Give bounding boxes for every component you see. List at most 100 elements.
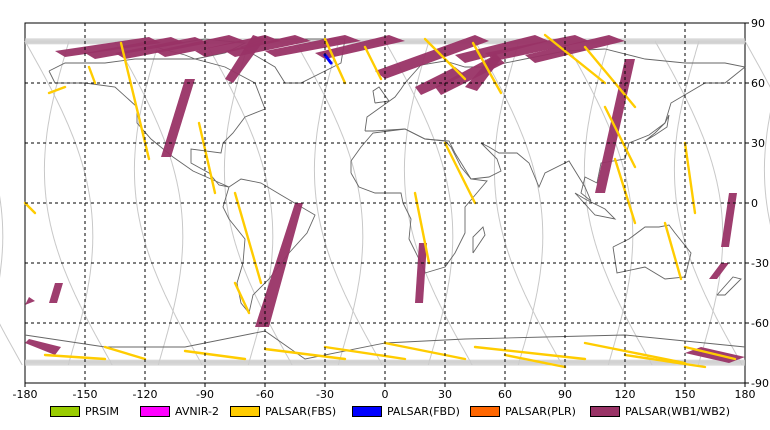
legend-swatch <box>230 405 260 417</box>
orbit-track <box>583 40 653 366</box>
orbit-track <box>313 40 383 366</box>
x-tick-label: 60 <box>498 388 512 400</box>
wb-swath <box>415 243 427 303</box>
wb-swath <box>161 79 195 157</box>
legend: PRSIM AVNIR-2 PALSAR(FBS) PALSAR(FBD) PA… <box>0 400 770 422</box>
coastline <box>372 86 390 104</box>
x-tick-label: 180 <box>735 388 756 400</box>
axis-ticks: -180 -150 -120 -90 -60 -30 0 30 60 90 120 150 180 90 6… <box>13 17 769 400</box>
x-tick-label: 150 <box>675 388 696 400</box>
x-tick-label: -180 <box>13 388 38 400</box>
x-tick-label: 90 <box>558 388 572 400</box>
coastline <box>644 114 670 142</box>
x-tick-label: -120 <box>133 388 158 400</box>
fbs-swath <box>603 105 637 169</box>
wb-swath <box>375 35 489 79</box>
x-tick-label: -150 <box>73 388 98 400</box>
fbs-swath <box>383 341 467 361</box>
fbs-swath <box>543 33 607 85</box>
fbs-swath <box>583 341 687 365</box>
fbs-swath <box>87 65 97 85</box>
lat-lon-grid <box>25 23 745 383</box>
legend-label: PALSAR(FBD) <box>387 404 460 418</box>
fbs-swath <box>583 45 637 109</box>
wb-swath <box>485 35 589 61</box>
legend-swatch <box>140 405 170 417</box>
legend-swatch <box>590 405 620 417</box>
legend-label: AVNIR-2 <box>175 404 219 418</box>
coastline <box>716 276 742 296</box>
fbs-swath <box>473 345 587 361</box>
fbs-swath <box>471 41 503 95</box>
coastline <box>222 178 316 315</box>
legend-item-palsar-wb: PALSAR(WB1/WB2) <box>590 403 730 419</box>
legend-swatch <box>352 405 382 417</box>
x-tick-label: -90 <box>196 388 214 400</box>
fbs-swath <box>43 353 107 361</box>
orbit-track <box>133 40 203 366</box>
fbs-swath <box>323 345 407 361</box>
x-tick-label: 30 <box>438 388 452 400</box>
orbit-track <box>763 112 770 226</box>
legend-label: PALSAR(FBS) <box>265 404 337 418</box>
fbs-swath <box>323 37 347 85</box>
fbs-swath <box>233 281 251 315</box>
x-tick-label: 0 <box>382 388 389 400</box>
wb-swath <box>25 339 61 355</box>
fbs-swath <box>623 353 707 369</box>
fbs-swath <box>683 141 697 215</box>
y-tick-label: 30 <box>751 137 765 150</box>
coastline <box>154 38 247 60</box>
fbs-swath <box>683 345 737 361</box>
coastline <box>472 226 486 254</box>
legend-item-palsar-fbs: PALSAR(FBS) <box>230 403 336 419</box>
orbit-track <box>0 195 4 278</box>
y-tick-label: -60 <box>751 317 769 330</box>
x-tick-label: 120 <box>615 388 636 400</box>
wb-swath <box>155 35 245 57</box>
fbs-swath <box>119 41 151 161</box>
wb-swath <box>315 35 405 59</box>
coastline <box>574 192 617 220</box>
coastline <box>612 224 692 280</box>
observation-swaths <box>23 33 745 369</box>
orbit-track <box>43 40 113 366</box>
fbd-swath <box>323 53 333 65</box>
legend-swatch <box>50 405 80 417</box>
wb-swath <box>115 37 209 59</box>
wb-swath <box>49 283 63 303</box>
fbs-swath <box>197 121 217 195</box>
fbs-swath <box>263 347 347 361</box>
orbit-track <box>403 40 473 366</box>
fbs-swath <box>103 345 147 361</box>
wb-swath <box>255 203 303 327</box>
x-tick-label: -30 <box>316 388 334 400</box>
legend-item-palsar-plr: PALSAR(PLR) <box>470 403 576 419</box>
legend-item-prsim: PRSIM <box>50 403 119 419</box>
legend-swatch <box>470 405 500 417</box>
legend-item-avnir-2: AVNIR-2 <box>140 403 219 419</box>
wb-swath <box>25 297 35 305</box>
fbs-swath <box>413 191 431 265</box>
coastline <box>350 128 488 274</box>
y-tick-label: -90 <box>751 377 769 390</box>
y-tick-label: 60 <box>751 77 765 90</box>
fbs-swath <box>363 45 383 81</box>
fbs-swath <box>663 221 683 281</box>
y-tick-label: -30 <box>751 257 769 270</box>
wb-swath <box>525 35 625 63</box>
fbs-swath <box>183 349 247 361</box>
fbs-swath <box>233 191 263 285</box>
fbs-swath <box>23 201 37 215</box>
wb-swath <box>465 53 501 91</box>
y-tick-label: 90 <box>751 17 765 30</box>
legend-item-palsar-fbd: PALSAR(FBD) <box>352 403 460 419</box>
coastlines <box>24 38 747 360</box>
wb-swath <box>721 193 737 247</box>
fbs-swath <box>443 141 477 205</box>
coastline <box>364 48 747 202</box>
wb-swath <box>85 37 185 59</box>
world-map: -180 -150 -120 -90 -60 -30 0 30 60 90 120 150 180 90 6… <box>0 17 770 400</box>
legend-label: PALSAR(PLR) <box>505 404 576 418</box>
orbit-track <box>493 40 563 366</box>
